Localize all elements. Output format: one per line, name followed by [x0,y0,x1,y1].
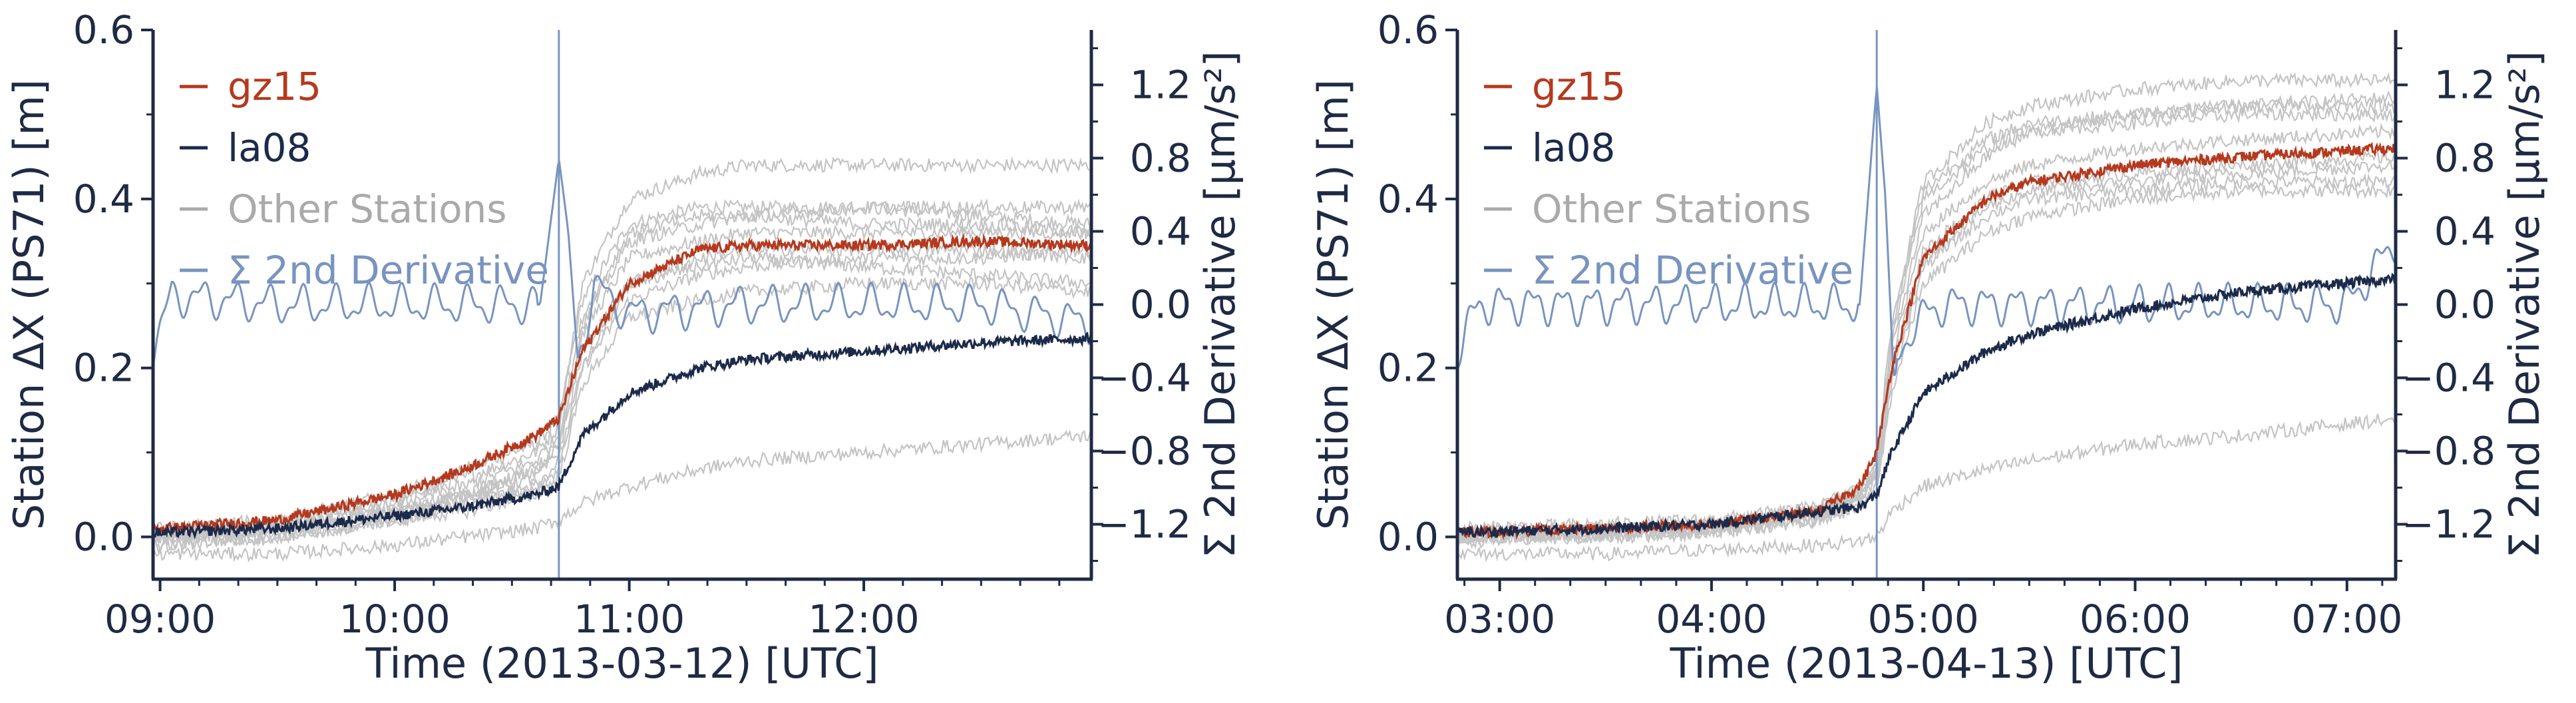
y2-tick-label: 1.2 [1130,63,1191,108]
x-tick-label: 09:00 [104,596,216,642]
y-tick-label: 0.6 [1378,7,1439,53]
other-station-line [1457,182,2396,547]
other-station-line [1457,71,2396,537]
y2-tick-label: −0.8 [1097,429,1191,474]
y2-axis-label: Σ 2nd Derivative [μm/s²] [1196,51,1244,558]
y-tick-label: 0.0 [1378,515,1439,560]
other-station-line [1457,413,2396,563]
la08-line [153,332,1091,540]
panel-1: 0.0 0.2 0.4 0.6 −1.2 −0.8 −0.4 0.0 0.4 0.8 1.2 09:0… [5,7,1244,688]
derivative-line [1457,87,2396,377]
y2-tick-label: −1.2 [2402,502,2495,547]
y-tick-label: 0.0 [73,515,134,560]
y-axis-label: Station ΔX (PS71) [m] [5,79,53,530]
y2-tick-label: −1.2 [1097,502,1191,547]
other-station-line [153,429,1091,563]
y2-tick-label: −0.4 [1097,355,1191,401]
y2-tick-label: 0.4 [2434,209,2495,254]
y-tick-label: 0.4 [1378,176,1439,222]
legend-entry: gz15 [1532,64,1626,109]
other-station-line [153,198,1091,543]
y2-tick-label: 0.0 [1130,282,1191,328]
legend-entry: Σ 2nd Derivative [228,248,549,293]
x-tick-label: 07:00 [2291,596,2402,642]
y2-axis-label: Σ 2nd Derivative [μm/s²] [2500,51,2549,558]
x-tick-label: 04:00 [1656,596,1767,642]
plot-area [153,30,1091,579]
legend: gz15 la08 Other Stations Σ 2nd Derivative [1484,64,1853,293]
plot-area [1457,30,2396,579]
y2-tick-label: 0.8 [1130,136,1191,181]
y2-tick-label: 0.4 [1130,209,1191,254]
y-tick-label: 0.6 [73,7,134,53]
x-tick-label: 06:00 [2080,596,2191,642]
legend-entry: gz15 [228,64,321,109]
x-tick-label: 11:00 [574,596,685,642]
y2-tick-label: −0.4 [2402,355,2495,401]
derivative-line [153,160,1091,368]
x-tick-label: 03:00 [1444,596,1555,642]
legend: gz15 la08 Other Stations Σ 2nd Derivative [180,64,549,293]
legend-entry: la08 [228,125,311,170]
legend-entry: Σ 2nd Derivative [1532,248,1853,293]
legend-entry: Other Stations [228,186,507,232]
y2-tick-label: −0.8 [2402,429,2495,474]
y2-tick-label: 0.0 [2434,282,2495,328]
x-tick-label: 05:00 [1868,596,1979,642]
gz15-line [153,233,1091,535]
x-axis-label: Time (2013-04-13) [UTC] [1669,639,2183,688]
legend-entry: Other Stations [1532,186,1811,232]
y-tick-label: 0.2 [1378,346,1439,391]
x-tick-label: 10:00 [339,596,450,642]
y-axis-label: Station ΔX (PS71) [m] [1309,79,1358,530]
legend-entry: la08 [1532,125,1615,170]
x-tick-label: 12:00 [808,596,919,642]
x-axis-label: Time (2013-03-12) [UTC] [365,639,878,688]
other-station-line [1457,105,2396,546]
y2-tick-label: 1.2 [2434,63,2495,108]
y2-tick-label: 0.8 [2434,136,2495,181]
la08-line [1457,272,2396,539]
panel-2: 0.0 0.2 0.4 0.6 −1.2 −0.8 −0.4 0.0 0.4 0.8 1.2 03:0… [1309,7,2549,688]
y-tick-label: 0.4 [73,176,134,222]
other-station-line [153,276,1091,553]
y-tick-label: 0.2 [73,346,134,391]
